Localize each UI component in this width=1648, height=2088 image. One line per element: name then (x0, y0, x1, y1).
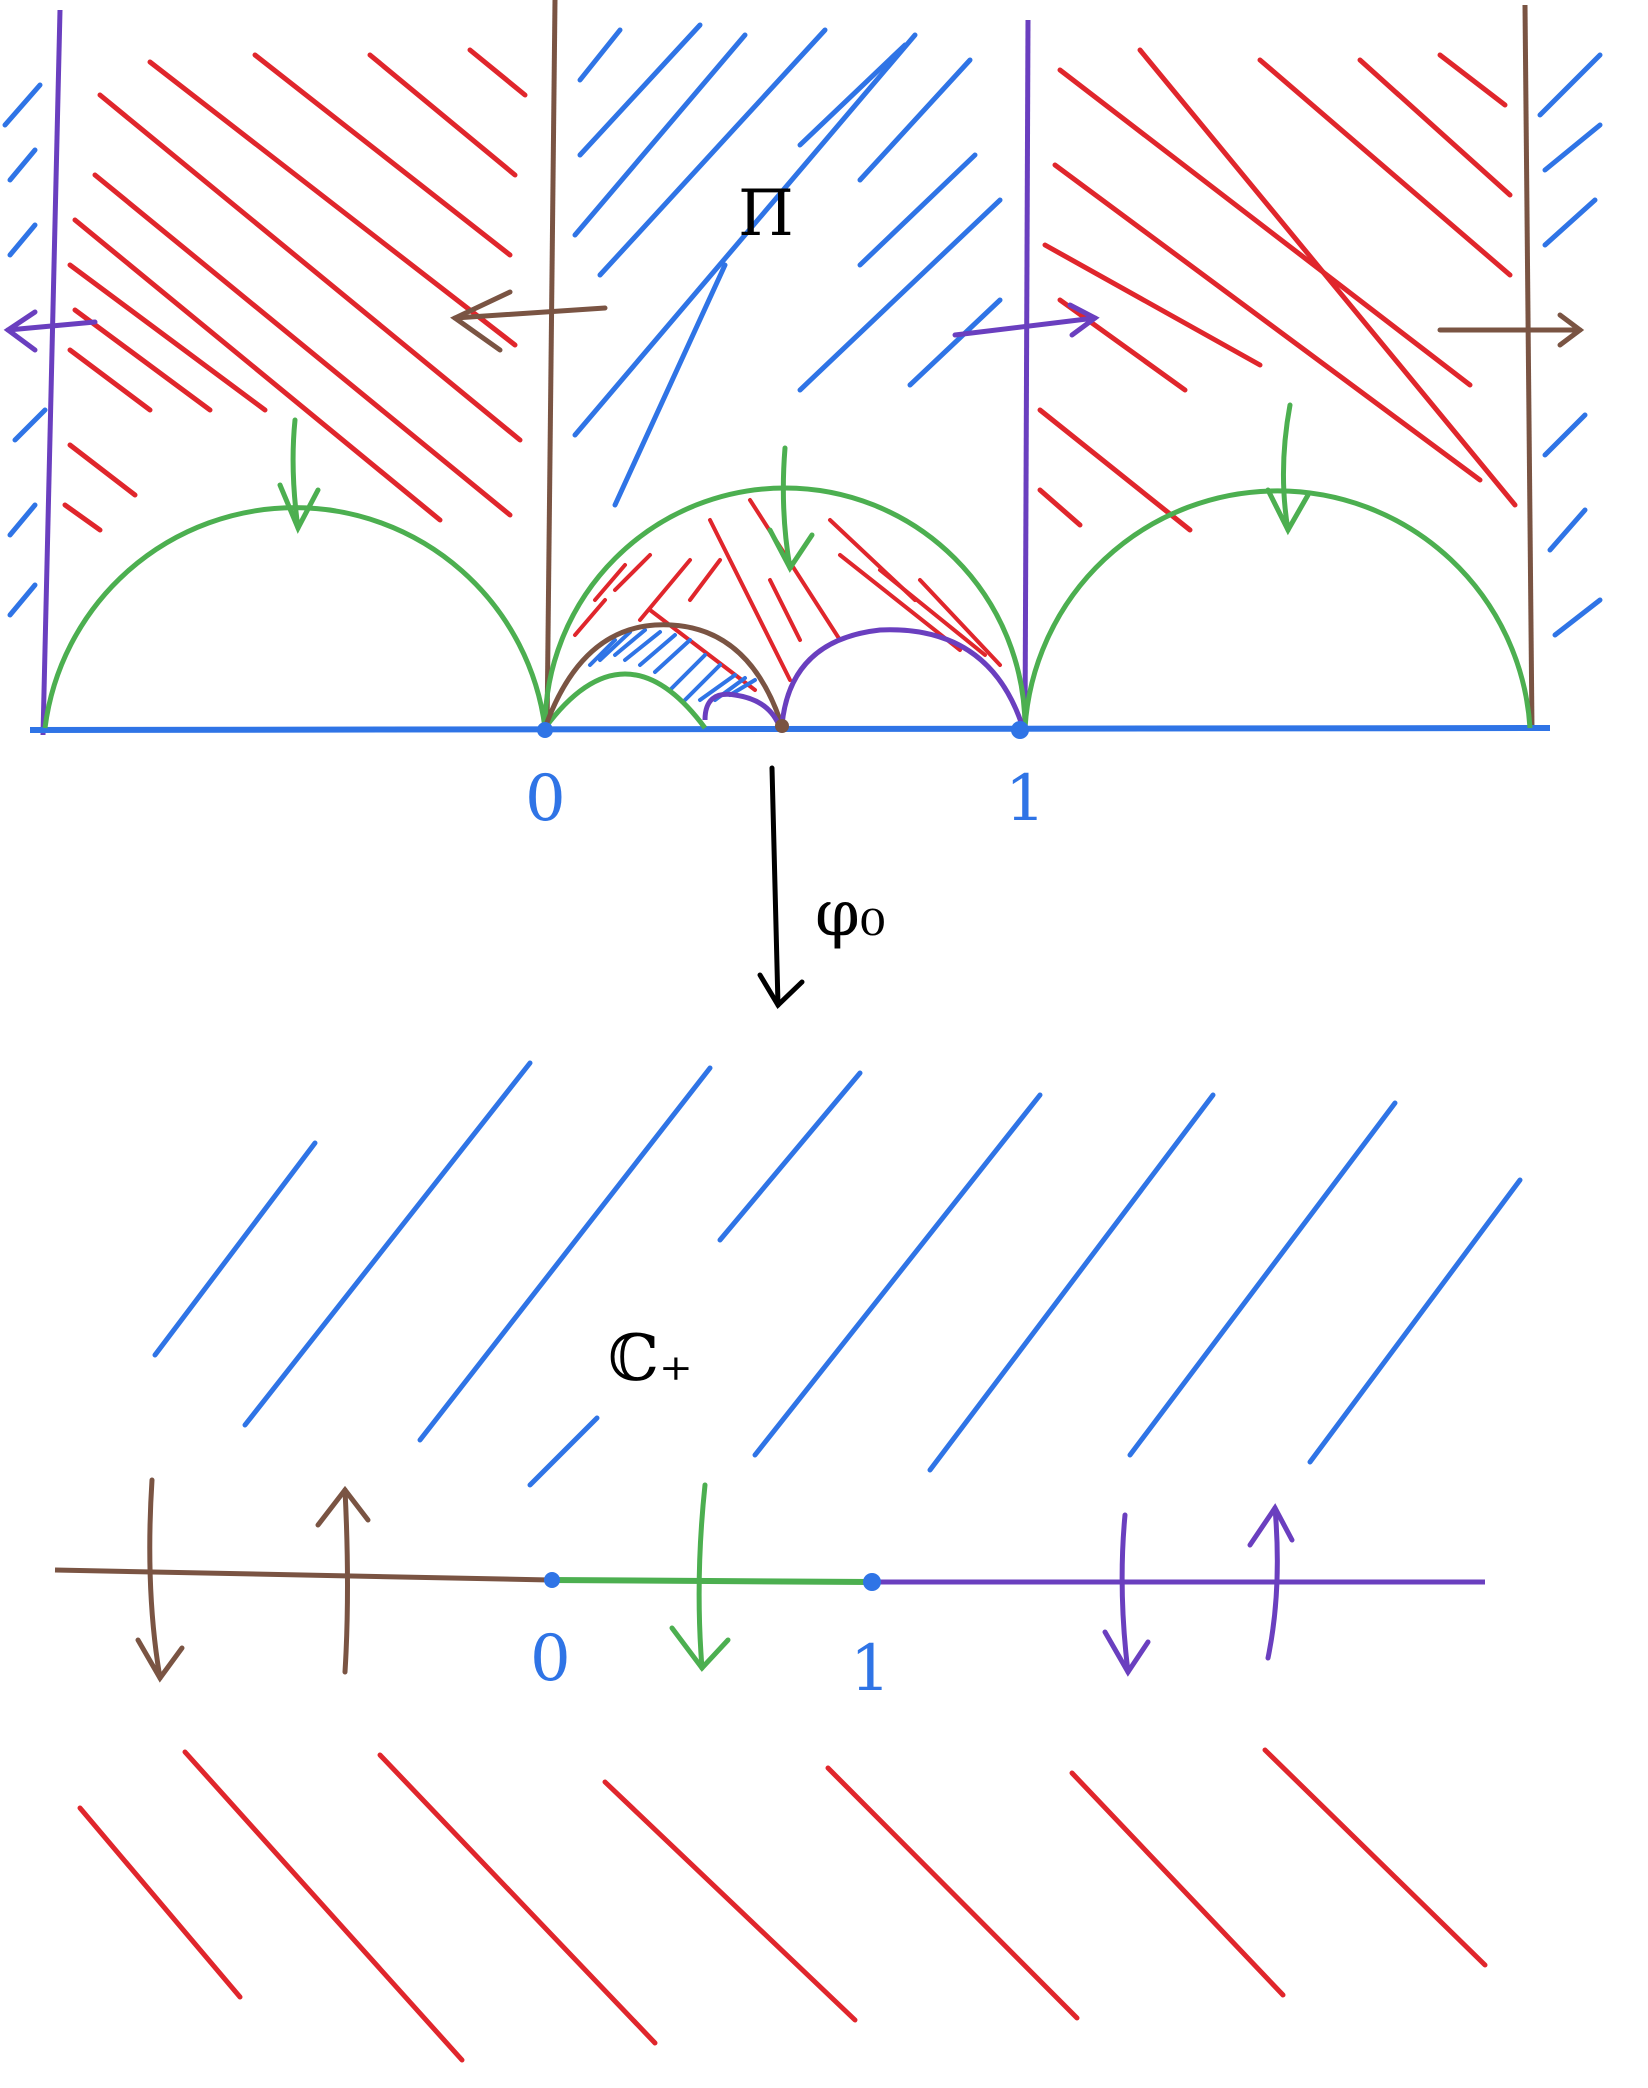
right-brown-boundary (1522, 4, 1535, 731)
zero-brown-arrow (450, 289, 608, 353)
outer-blue-hatching (2, 52, 1603, 638)
lower-point-zero (544, 1572, 560, 1588)
lower-region-label: ℂ₊ (608, 1322, 693, 1396)
one-purple-arrow (952, 302, 1100, 338)
purple-down-arrow (1102, 1512, 1151, 1677)
left-purple-arrow (3, 309, 98, 353)
upper-one-label: 1 (1005, 762, 1046, 836)
left-strip-red-hatching (62, 47, 528, 533)
upper-half-plane-blue-hatching (152, 1060, 1523, 1488)
small-green-arc (542, 671, 708, 730)
small-disk-blue-hatching (588, 628, 757, 702)
lower-point-one (863, 1573, 881, 1591)
brown-down-arrow (135, 1477, 185, 1683)
green-down-arrow (669, 1482, 731, 1672)
purple-up-arrow (1247, 1503, 1295, 1661)
lower-half-plane-red-hatching (77, 1747, 1488, 2063)
small-purple-arc (702, 691, 783, 729)
middle-green-down-arrow (767, 445, 815, 573)
right-brown-arrow (1437, 312, 1585, 348)
lower-one-label: 1 (850, 1632, 891, 1706)
upper-point-mid (775, 719, 789, 733)
lower-zero-label: 0 (530, 1622, 571, 1696)
disk-red-hatching (573, 498, 1002, 692)
large-purple-arc (779, 627, 1026, 729)
right-green-down-arrow (1265, 402, 1311, 536)
zero-brown-boundary (544, 0, 558, 731)
left-green-arc (42, 505, 548, 729)
lower-panel: ℂ₊ 0 1 (54, 1060, 1523, 2063)
left-green-down-arrow (277, 417, 321, 534)
brown-up-arrow (315, 1485, 371, 1675)
right-green-arc (1022, 488, 1533, 729)
unit-interval-green (549, 1577, 871, 1585)
one-purple-boundary (1022, 19, 1031, 731)
negative-axis-brown (54, 1567, 551, 1583)
middle-strip-blue-hatching (572, 22, 1003, 508)
left-purple-boundary (40, 9, 63, 736)
map-label: φ₀ (815, 877, 885, 951)
upper-point-zero (537, 722, 553, 738)
upper-zero-label: 0 (525, 762, 566, 836)
brown-arc (542, 622, 783, 729)
upper-real-axis (29, 725, 1551, 733)
upper-panel: Π 0 1 (2, 0, 1603, 836)
upper-region-label: Π (738, 177, 794, 251)
right-strip-red-hatching (1037, 47, 1518, 533)
upper-point-one (1011, 721, 1029, 739)
map-arrow (757, 765, 805, 1009)
